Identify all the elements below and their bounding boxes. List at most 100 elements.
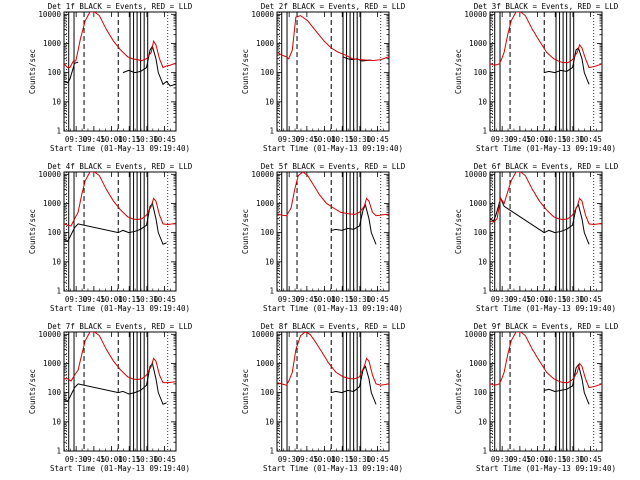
panel-det-5: Det 5f BLACK = Events, RED = LLD 1 10 100 10…: [241, 162, 406, 313]
y-axis: 1 10 100 1000 10000 Counts/sec: [454, 330, 602, 456]
y-tick-label: 10000: [38, 170, 61, 179]
y-tick-label: 10: [478, 417, 488, 426]
series-line-events: [331, 203, 377, 245]
series-line-lld: [64, 12, 176, 69]
y-tick-label: 1: [56, 447, 61, 456]
y-axis-label: Counts/sec: [241, 369, 250, 414]
y-axis-label: Counts/sec: [454, 369, 463, 414]
y-tick-label: 100: [473, 388, 487, 397]
y-tick-label: 10: [265, 97, 275, 106]
y-tick-label: 1000: [469, 39, 488, 48]
x-tick-label: 09:30: [278, 295, 301, 304]
x-tick-label: 10:15: [544, 295, 567, 304]
x-tick-label: 10:30: [562, 455, 585, 464]
x-axis-label: Start Time (01-May-13 09:19:40): [263, 304, 403, 313]
x-tick-label: 10:45: [153, 295, 176, 304]
x-tick-label: 10:30: [562, 135, 585, 144]
y-axis-label: Counts/sec: [454, 209, 463, 254]
y-tick-label: 10: [265, 417, 275, 426]
plot-frame: [489, 11, 603, 132]
series-group: [490, 172, 602, 245]
x-tick-label: 10:15: [118, 455, 141, 464]
panel-title: Det 4f BLACK = Events, RED = LLD: [48, 162, 193, 171]
marker-lines: [278, 172, 382, 291]
y-tick-label: 1: [269, 287, 274, 296]
y-tick-label: 1000: [43, 39, 62, 48]
series-line-lld: [277, 172, 389, 217]
series-group: [490, 332, 602, 405]
y-tick-label: 100: [260, 388, 274, 397]
x-tick-label: 10:15: [544, 135, 567, 144]
panel-det-2: Det 2f BLACK = Events, RED = LLD 1 10 100 10…: [241, 2, 406, 153]
y-axis-label: Counts/sec: [28, 209, 37, 254]
panel-title: Det 1f BLACK = Events, RED = LLD: [48, 2, 193, 11]
panel-title: Det 5f BLACK = Events, RED = LLD: [261, 162, 406, 171]
y-axis: 1 10 100 1000 10000 Counts/sec: [454, 170, 602, 296]
x-tick-label: 10:45: [579, 455, 602, 464]
panel-title: Det 7f BLACK = Events, RED = LLD: [48, 322, 193, 331]
x-axis-label: Start Time (01-May-13 09:19:40): [50, 464, 190, 473]
y-axis-label: Counts/sec: [241, 209, 250, 254]
panel-det-6: Det 6f BLACK = Events, RED = LLD 1 10 100 10…: [454, 162, 619, 313]
x-tick-label: 09:30: [491, 135, 514, 144]
y-tick-label: 10: [52, 257, 62, 266]
x-tick-label: 10:00: [100, 295, 123, 304]
series-group: [277, 332, 389, 405]
panel-det-9: Det 9f BLACK = Events, RED = LLD 1 10 100 10…: [454, 322, 619, 473]
x-axis-label: Start Time (01-May-13 09:19:40): [263, 464, 403, 473]
x-axis-label: Start Time (01-May-13 09:19:40): [50, 304, 190, 313]
y-tick-label: 10000: [251, 10, 274, 19]
y-tick-label: 10: [52, 417, 62, 426]
y-axis: 1 10 100 1000 10000 Counts/sec: [28, 330, 176, 456]
plot-frame: [489, 171, 603, 292]
series-line-events: [331, 365, 377, 405]
series-group: [277, 15, 389, 62]
y-tick-label: 1: [482, 127, 487, 136]
x-tick-label: 10:00: [526, 295, 549, 304]
panel-title: Det 9f BLACK = Events, RED = LLD: [474, 322, 619, 331]
y-tick-label: 10000: [38, 10, 61, 19]
x-tick-label: 09:45: [83, 295, 106, 304]
plot-frame: [276, 11, 390, 132]
x-tick-label: 10:30: [136, 135, 159, 144]
y-tick-label: 1: [56, 127, 61, 136]
x-tick-label: 10:30: [349, 135, 372, 144]
y-tick-label: 10000: [464, 170, 487, 179]
panel-title: Det 3f BLACK = Events, RED = LLD: [474, 2, 619, 11]
x-tick-label: 10:15: [331, 455, 354, 464]
marker-lines: [65, 332, 169, 451]
x-axis-label: Start Time (01-May-13 09:19:40): [476, 464, 616, 473]
y-tick-label: 100: [473, 228, 487, 237]
x-tick-label: 10:30: [136, 455, 159, 464]
series-line-events: [544, 363, 590, 405]
y-tick-label: 100: [47, 68, 61, 77]
y-axis: 1 10 100 1000 10000 Counts/sec: [241, 10, 389, 136]
x-tick-label: 10:45: [366, 135, 389, 144]
y-axis-label: Counts/sec: [241, 49, 250, 94]
series-group: [490, 12, 602, 85]
panel-det-4: Det 4f BLACK = Events, RED = LLD 1 10 100 10…: [28, 162, 193, 313]
x-tick-label: 09:45: [83, 455, 106, 464]
y-tick-label: 1: [482, 447, 487, 456]
y-axis: 1 10 100 1000 10000 Counts/sec: [241, 330, 389, 456]
y-axis: 1 10 100 1000 10000 Counts/sec: [241, 170, 389, 296]
x-tick-label: 09:45: [296, 295, 319, 304]
x-tick-label: 10:45: [153, 455, 176, 464]
plot-frame: [489, 331, 603, 452]
marker-lines: [65, 172, 169, 291]
series-line-events: [64, 45, 176, 87]
y-tick-label: 1: [269, 127, 274, 136]
y-tick-label: 1000: [256, 39, 275, 48]
y-tick-label: 1000: [43, 359, 62, 368]
x-tick-label: 10:15: [544, 455, 567, 464]
y-tick-label: 100: [473, 68, 487, 77]
series-line-events: [544, 47, 590, 85]
marker-lines: [491, 332, 595, 451]
panel-det-8: Det 8f BLACK = Events, RED = LLD 1 10 100 10…: [241, 322, 406, 473]
y-tick-label: 1: [56, 287, 61, 296]
